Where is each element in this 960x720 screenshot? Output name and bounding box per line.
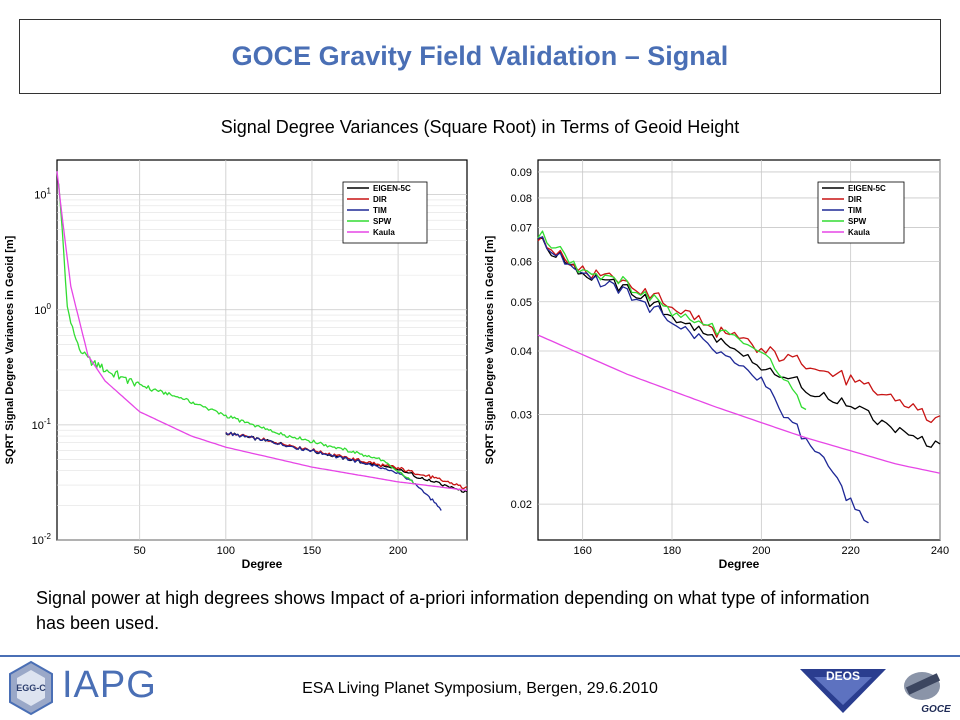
egg-logo: EGG-C bbox=[9, 660, 53, 716]
series-tim-line bbox=[537, 236, 869, 524]
x-tick-label: 160 bbox=[573, 545, 591, 557]
series-eigen-5c-line bbox=[537, 237, 941, 448]
iapg-logo: IAPG bbox=[62, 664, 157, 706]
x-tick-label: 100 bbox=[217, 545, 235, 557]
x-tick-label: 240 bbox=[931, 545, 949, 557]
y-tick-label: 0.03 bbox=[511, 410, 532, 422]
legend-label-eigen-5c: EIGEN-5C bbox=[848, 184, 886, 193]
title-box: GOCE Gravity Field Validation – Signal bbox=[19, 19, 941, 94]
series-tim-line bbox=[225, 431, 442, 511]
chart-left: 50 100 150 200 101 100 10-1 10-2 Degree SQRT Sign… bbox=[4, 159, 468, 571]
legend-label-kaula: Kaula bbox=[848, 228, 870, 237]
series-spw-line bbox=[58, 183, 416, 485]
y-tick-label: 0.02 bbox=[511, 499, 532, 511]
y-tick-label: 0.07 bbox=[511, 222, 532, 234]
legend-box bbox=[817, 181, 905, 244]
series-spw-line bbox=[537, 230, 807, 411]
y-tick-label: 0.09 bbox=[511, 167, 532, 179]
series-kaula-line bbox=[537, 334, 941, 474]
legend-label-tim: TIM bbox=[848, 206, 862, 215]
y-tick-label: 0.06 bbox=[511, 256, 532, 268]
y-tick-label: 100 bbox=[34, 302, 51, 317]
deos-logo: DEOS bbox=[800, 669, 886, 713]
x-tick-label: 220 bbox=[841, 545, 859, 557]
goce-logo: GOCE bbox=[904, 672, 951, 715]
legend-box bbox=[342, 181, 428, 244]
legend-label-eigen-5c: EIGEN-5C bbox=[373, 184, 411, 193]
chart-subtitle: Signal Degree Variances (Square Root) in… bbox=[220, 117, 740, 137]
legend-label-dir: DIR bbox=[373, 195, 387, 204]
chart-right: 160 180 200 220 240 0.02 0.03 0.04 0.05 0.06 0.07 0… bbox=[484, 159, 949, 571]
y-tick-label: 0.05 bbox=[511, 297, 532, 309]
series-kaula-line bbox=[56, 171, 468, 491]
x-axis-label: Degree bbox=[719, 557, 760, 571]
caption: Signal power at high degrees shows Impac… bbox=[36, 588, 870, 633]
footer-divider bbox=[0, 655, 960, 657]
y-axis-label: SQRT Signal Degree Variances in Geoid [m… bbox=[4, 235, 16, 464]
slide-title: GOCE Gravity Field Validation – Signal bbox=[231, 41, 729, 71]
y-tick-label: 10-1 bbox=[32, 417, 52, 432]
y-tick-label: 10-2 bbox=[32, 532, 52, 547]
egg-logo-text: EGG-C bbox=[16, 683, 46, 693]
legend-label-dir: DIR bbox=[848, 195, 862, 204]
y-tick-label: 0.04 bbox=[511, 346, 532, 358]
x-tick-label: 50 bbox=[134, 545, 146, 557]
legend-label-tim: TIM bbox=[373, 206, 387, 215]
x-tick-label: 150 bbox=[303, 545, 321, 557]
deos-logo-text: DEOS bbox=[826, 669, 860, 683]
legend-label-spw: SPW bbox=[848, 217, 867, 226]
footer-event: ESA Living Planet Symposium, Bergen, 29.… bbox=[302, 680, 658, 697]
y-tick-label: 101 bbox=[34, 187, 51, 202]
goce-logo-text: GOCE bbox=[921, 704, 951, 715]
legend-label-kaula: Kaula bbox=[373, 228, 395, 237]
x-axis-label: Degree bbox=[242, 557, 283, 571]
y-axis-label: SQRT Signal Degree Variances in Geoid [m… bbox=[484, 235, 496, 464]
x-tick-label: 200 bbox=[752, 545, 770, 557]
x-tick-label: 200 bbox=[389, 545, 407, 557]
y-tick-label: 0.08 bbox=[511, 193, 532, 205]
legend-label-spw: SPW bbox=[373, 217, 392, 226]
x-tick-label: 180 bbox=[663, 545, 681, 557]
